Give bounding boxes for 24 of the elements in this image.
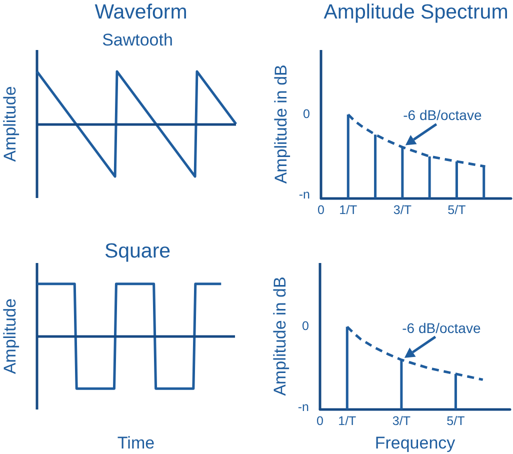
x-tick-label: 0 <box>316 414 324 428</box>
x-tick-label: 1/T <box>338 414 357 428</box>
y-axis-title: Amplitude <box>0 298 20 374</box>
x-axis-title: Frequency <box>374 434 456 452</box>
y-axis-title: Amplitude <box>0 86 20 162</box>
text: 0 <box>303 107 310 121</box>
x-axis-title: Time <box>117 434 155 452</box>
x-tick-label: 3/T <box>392 414 411 428</box>
x-tick-label: 5/T <box>448 202 466 217</box>
x-tick-label: 1/T <box>339 202 358 217</box>
x-tick-label: 0 <box>318 202 325 217</box>
text: -n <box>298 188 310 202</box>
x-tick-label: 3/T <box>393 202 412 217</box>
annotation: -6 dB/octave <box>402 320 481 336</box>
chart-title: Amplitude Spectrum <box>324 0 508 24</box>
chart-title: Waveform <box>94 0 188 24</box>
chart-subtitle: Sawtooth <box>102 30 173 50</box>
y-axis-title: Amplitude in dB <box>272 64 290 184</box>
text: -n <box>298 400 310 414</box>
text: 0 <box>302 319 310 333</box>
x-tick-label: 5/T <box>446 414 466 428</box>
chart-title: Square <box>104 240 171 262</box>
y-axis-title: Amplitude in dB <box>270 276 290 396</box>
annotation: -6 dB/octave <box>403 107 482 124</box>
